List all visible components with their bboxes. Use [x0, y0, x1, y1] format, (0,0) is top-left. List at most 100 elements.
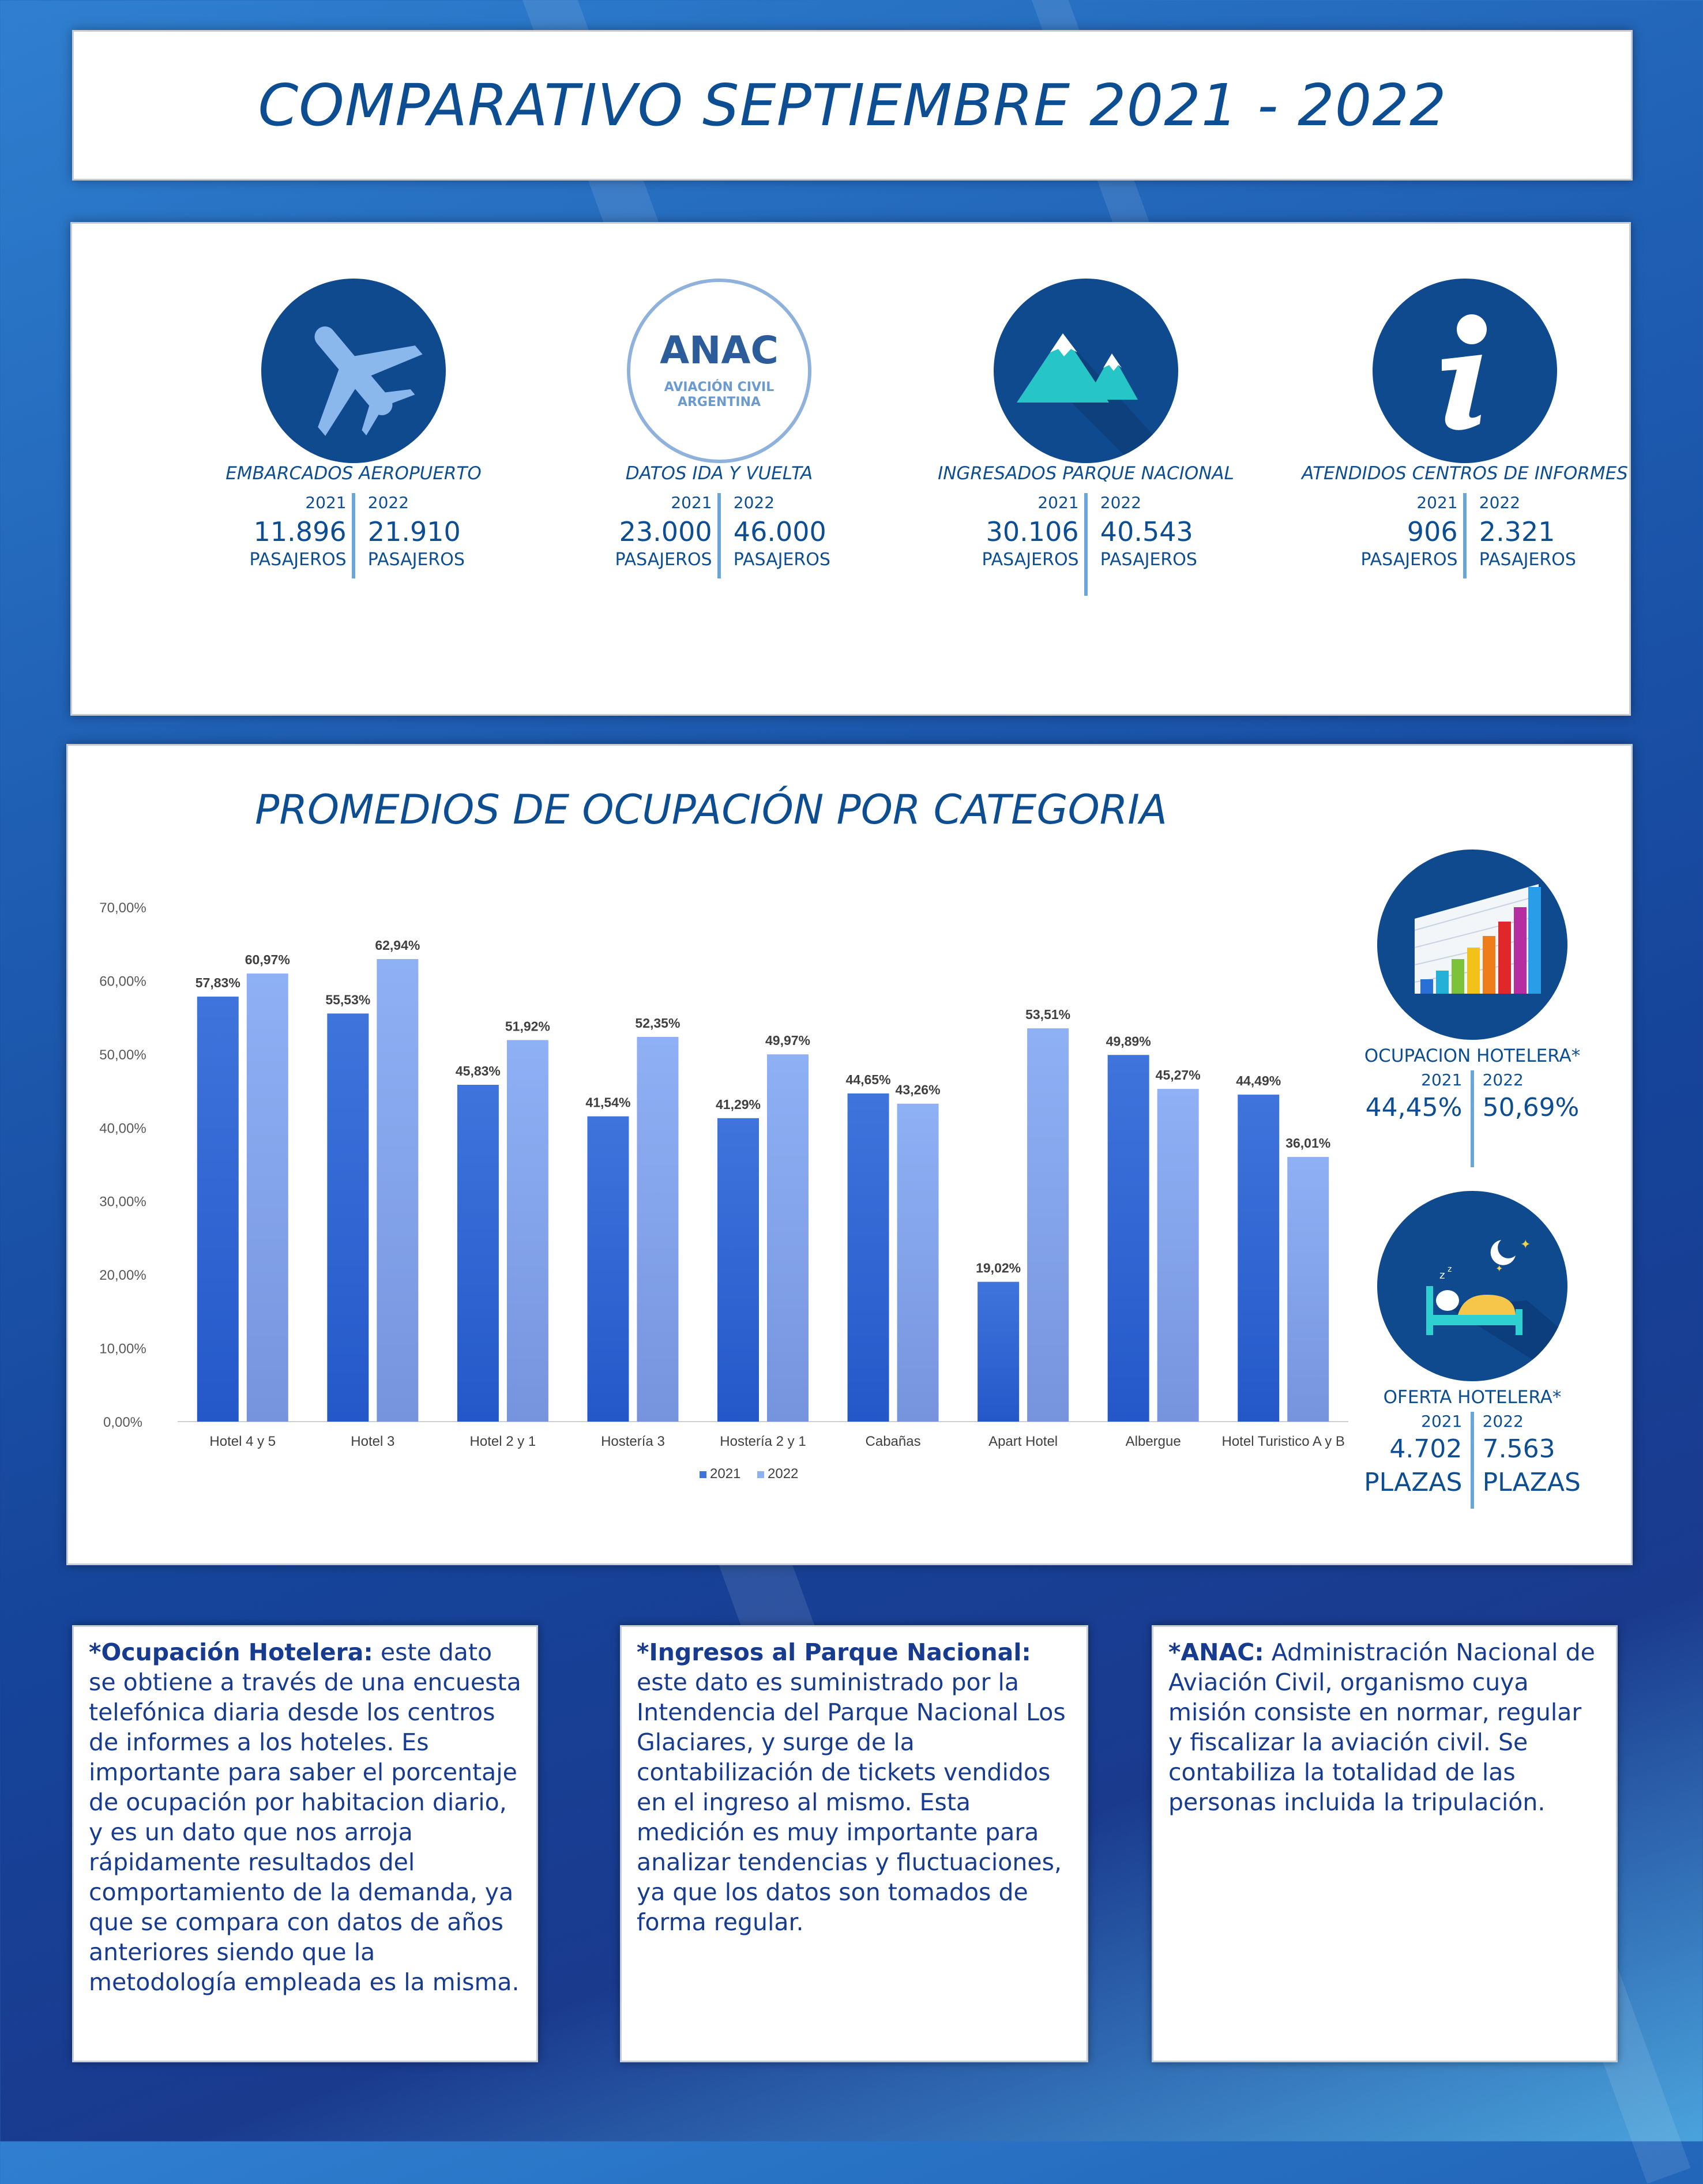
svg-text:z: z: [1439, 1269, 1445, 1281]
bar-2021: [587, 1116, 629, 1422]
data-label: 62,94%: [375, 938, 420, 953]
data-label: 44,49%: [1236, 1073, 1281, 1088]
stat-unit: PASAJEROS: [249, 550, 347, 570]
stat-unit: PASAJEROS: [367, 550, 465, 570]
divider: [1471, 1070, 1474, 1167]
x-tick-label: Apart Hotel: [988, 1434, 1058, 1449]
stats-panel: EMBARCADOS AEROPUERTO 2021 2022 11.896 2…: [70, 222, 1631, 716]
data-label: 55,53%: [325, 992, 370, 1007]
divider: [1084, 493, 1088, 596]
x-tick-label: Albergue: [1126, 1434, 1181, 1449]
data-label: 44,65%: [846, 1072, 891, 1087]
stat-unit: PASAJEROS: [615, 550, 712, 570]
bar-2021: [1238, 1095, 1280, 1422]
year-label: 2021: [1421, 1412, 1463, 1431]
svg-text:✦: ✦: [1495, 1263, 1503, 1274]
data-label: 52,35%: [635, 1016, 680, 1031]
data-label: 19,02%: [976, 1261, 1021, 1276]
chart-panel: PROMEDIOS DE OCUPACIÓN POR CATEGORIA 0,0…: [66, 744, 1633, 1565]
stat-unit: PASAJEROS: [982, 550, 1079, 570]
legend-swatch: [700, 1471, 706, 1478]
anac-logo-line1: AVIACIÓN CIVIL: [664, 380, 775, 394]
year-label: 2022: [1100, 493, 1142, 512]
bar-2022: [1157, 1089, 1199, 1422]
y-tick-label: 0,00%: [103, 1415, 142, 1430]
x-tick-label: Hotel 2 y 1: [470, 1434, 536, 1449]
data-label: 57,83%: [196, 975, 240, 990]
divider: [1463, 493, 1467, 578]
data-label: 53,51%: [1025, 1007, 1070, 1022]
y-tick-label: 30,00%: [99, 1194, 146, 1210]
data-label: 45,27%: [1156, 1067, 1201, 1082]
year-label: 2022: [733, 493, 775, 512]
year-label: 2022: [1482, 1412, 1524, 1431]
stat-label: INGRESADOS PARQUE NACIONAL: [938, 463, 1234, 484]
side-value: 50,69%: [1482, 1093, 1580, 1122]
stat-label: DATOS IDA Y VUELTA: [625, 463, 813, 484]
side-value: 7.563: [1482, 1434, 1555, 1464]
year-label: 2021: [1421, 1070, 1463, 1089]
side-unit: PLAZAS: [1482, 1468, 1581, 1497]
side-unit: PLAZAS: [1364, 1468, 1463, 1497]
data-label: 41,54%: [585, 1095, 630, 1110]
bar-2022: [897, 1103, 939, 1422]
bar-2021: [847, 1093, 889, 1422]
note-head: *Ocupación Hotelera:: [89, 1638, 373, 1666]
page-title: COMPARATIVO SEPTIEMBRE 2021 - 2022: [258, 72, 1447, 139]
stat-value: 2.321: [1479, 516, 1555, 547]
mountains-icon: [994, 279, 1178, 463]
bar-2021: [327, 1013, 369, 1422]
stat-unit: PASAJEROS: [1479, 550, 1576, 570]
data-label: 43,26%: [896, 1082, 941, 1097]
bar-2022: [637, 1036, 679, 1422]
bar-2021: [717, 1118, 759, 1422]
divider: [1471, 1412, 1474, 1509]
x-tick-label: Hotel Turistico A y B: [1222, 1434, 1345, 1449]
occupancy-bar-chart: 0,00% 10,00% 20,00% 30,00% 40,00% 50,00% 60,00…: [99, 900, 1348, 1482]
year-label: 2021: [1037, 493, 1079, 512]
data-label: 45,83%: [456, 1063, 501, 1078]
bed-icon: ✦ ✦ z z: [1377, 1191, 1567, 1381]
stat-value: 30.106: [986, 516, 1079, 547]
legend-label: 2022: [768, 1466, 798, 1482]
stat-value: 11.896: [253, 516, 347, 547]
note-head: *Ingresos al Parque Nacional:: [637, 1638, 1031, 1666]
stat-value: 40.543: [1100, 516, 1193, 547]
data-label: 49,97%: [765, 1033, 810, 1048]
data-label: 41,29%: [716, 1097, 761, 1112]
chart-title: PROMEDIOS DE OCUPACIÓN POR CATEGORIA: [255, 786, 1167, 833]
x-tick-label: Hostería 2 y 1: [720, 1434, 806, 1449]
year-label: 2021: [1416, 493, 1458, 512]
y-tick-label: 40,00%: [99, 1121, 146, 1136]
anac-logo-line2: ARGENTINA: [677, 395, 761, 409]
side-stat-ocupacion: OCUPACION HOTELERA* 2021 2022 44,45% 50,…: [1345, 849, 1599, 1167]
data-label: 49,89%: [1106, 1033, 1151, 1048]
stat-value: 906: [1407, 516, 1458, 547]
x-tick-label: Hotel 3: [351, 1434, 394, 1449]
anac-logo-text: ANAC: [660, 328, 779, 373]
svg-text:z: z: [1448, 1265, 1452, 1274]
anac-logo: ANAC AVIACIÓN CIVIL ARGENTINA: [627, 279, 811, 463]
data-label: 36,01%: [1285, 1136, 1330, 1151]
note-body: este dato se obtiene a través de una enc…: [89, 1638, 521, 1996]
stat-value: 46.000: [733, 516, 826, 547]
bar-2021: [457, 1084, 499, 1422]
year-label: 2021: [305, 493, 347, 512]
stat-ida-vuelta: ANAC AVIACIÓN CIVIL ARGENTINA DATOS IDA …: [540, 279, 898, 602]
bar-2022: [377, 958, 419, 1422]
stat-centros-informes: ATENDIDOS CENTROS DE INFORMES 2021 2022 …: [1286, 279, 1644, 602]
y-tick-label: 20,00%: [99, 1268, 146, 1283]
divider: [717, 493, 721, 578]
bar-2022: [1027, 1028, 1069, 1422]
bar-2022: [506, 1040, 548, 1422]
year-label: 2022: [367, 493, 409, 512]
year-label: 2022: [1482, 1070, 1524, 1089]
side-value: 4.702: [1389, 1434, 1463, 1464]
x-tick-label: Hotel 4 y 5: [209, 1434, 276, 1449]
bar-2022: [246, 973, 288, 1422]
side-stat-oferta: ✦ ✦ z z OFERTA HOTELERA* 2021 2022 4.702…: [1345, 1191, 1599, 1514]
y-tick-label: 70,00%: [99, 900, 146, 916]
y-tick-label: 10,00%: [99, 1341, 146, 1357]
year-label: 2021: [671, 493, 712, 512]
bar-2022: [1287, 1157, 1329, 1422]
